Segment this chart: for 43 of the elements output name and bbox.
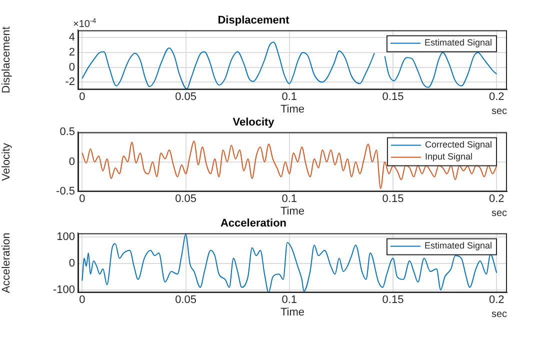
- chart-title: Acceleration: [220, 218, 287, 230]
- x-tick-label: 0.15: [382, 91, 404, 104]
- y-axis-title: Acceleration: [0, 232, 13, 294]
- legend-label: Corrected Signal: [424, 140, 492, 150]
- x-axis-title: Time: [280, 205, 305, 218]
- y-tick-label: 0: [68, 61, 75, 74]
- y-tick-label: -2: [65, 76, 75, 88]
- x-tick-label: 0.15: [382, 294, 404, 306]
- y-tick-label: 0.5: [60, 126, 75, 138]
- line-series: [82, 140, 498, 190]
- x-axis-title: Time: [280, 306, 305, 318]
- x-axis-title: Time: [280, 103, 305, 116]
- x-tick-label: 0.1: [282, 193, 298, 206]
- chart-title: Velocity: [232, 116, 276, 129]
- y-tick-label: 0: [68, 156, 75, 168]
- y-tick-label: -0.5: [56, 186, 75, 198]
- x-tick-label: 0.2: [488, 91, 504, 104]
- legend-label: Estimated Signal: [424, 240, 492, 251]
- legend-label: Estimated Signal: [424, 38, 492, 48]
- x-tick-label: 0.2: [488, 193, 504, 206]
- legend-label: Input Signal: [424, 152, 473, 162]
- y-axis-title: Displacement: [0, 26, 13, 94]
- x-tick-label: 0.2: [488, 294, 504, 306]
- line-series: [82, 234, 498, 293]
- y-tick-label: 2: [68, 46, 75, 59]
- x-tick-label: 0.15: [382, 193, 404, 206]
- y-tick-label: 0: [68, 258, 75, 270]
- x-tick-label: 0.05: [175, 294, 196, 306]
- y-tick-label: 100: [56, 231, 75, 244]
- y-tick-label: 4: [68, 32, 75, 44]
- x-tick-label: 0.1: [282, 91, 298, 104]
- x-tick-label: 0.05: [175, 193, 196, 206]
- x-tick-label: 0: [79, 193, 86, 206]
- y-tick-label: -100: [52, 284, 75, 296]
- text: sec: [491, 106, 507, 117]
- text: sec: [491, 309, 507, 320]
- x-tick-label: 0: [79, 294, 86, 306]
- x-tick-label: 0.05: [175, 91, 196, 104]
- x-tick-label: 0: [79, 91, 86, 104]
- x-tick-label: 0.1: [282, 294, 298, 306]
- y-axis-title: Velocity: [0, 142, 13, 181]
- chart-title: Displacement: [218, 14, 290, 27]
- text: sec: [491, 208, 507, 219]
